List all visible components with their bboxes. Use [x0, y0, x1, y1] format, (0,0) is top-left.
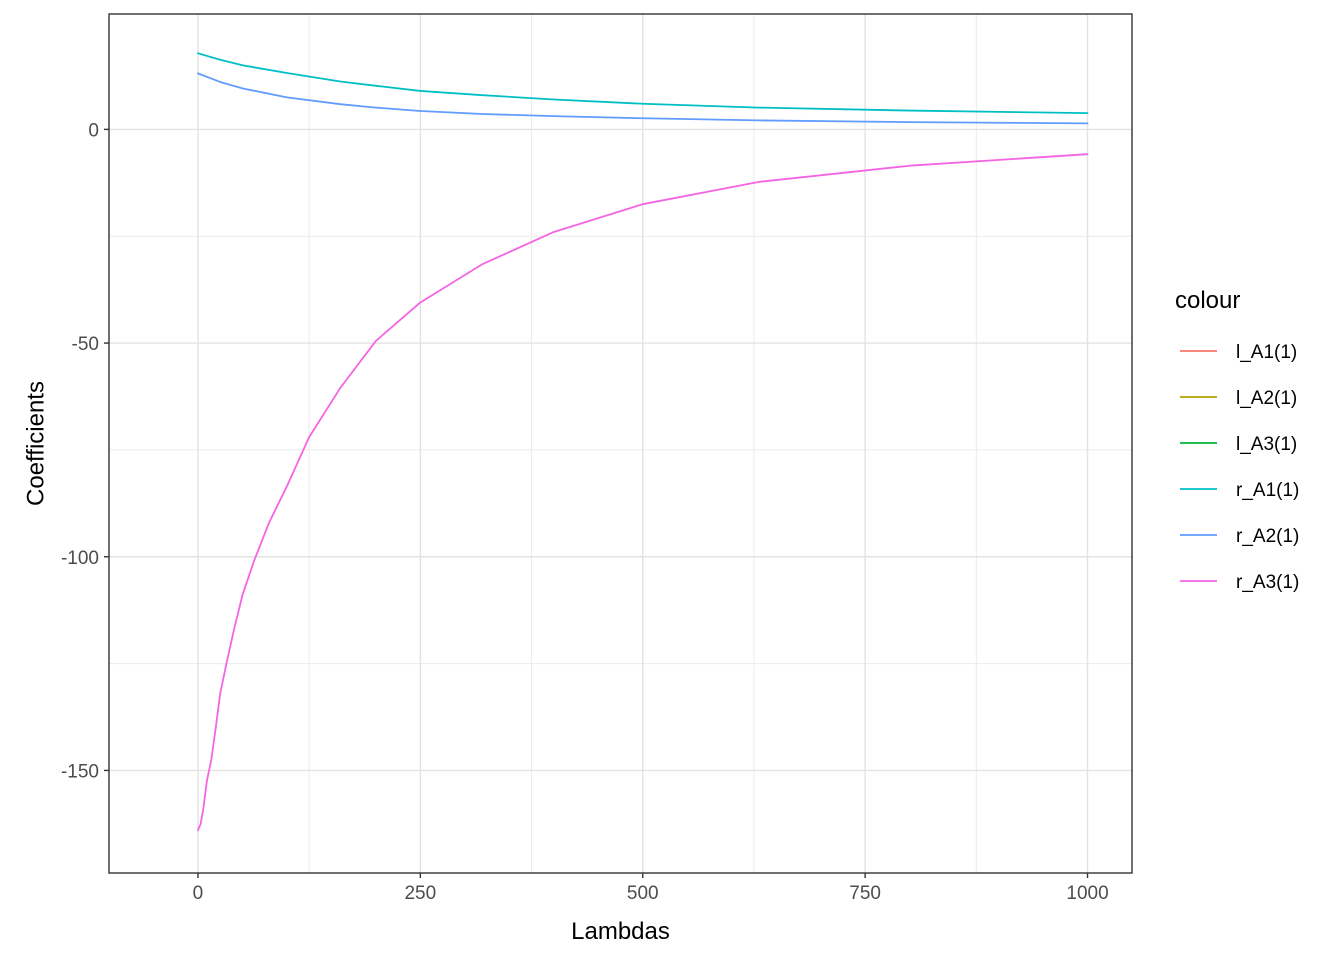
y-tick-label: -50 — [72, 334, 99, 355]
legend-title: colour — [1175, 287, 1240, 314]
series-line-r_A1(1) — [197, 52, 1089, 115]
y-tick-label: 0 — [88, 120, 99, 141]
y-tick-label: -150 — [61, 761, 99, 782]
x-tick-label: 750 — [849, 883, 881, 904]
y-tick-label: -100 — [61, 548, 99, 569]
series-line-r_A2(1) — [197, 72, 1089, 125]
x-tick-label: 250 — [404, 883, 436, 904]
legend: colour l_A1(1) l_A2(1) l_A3(1) r_A1(1) r_A2(… — [1175, 287, 1299, 593]
legend-label: l_A1(1) — [1236, 342, 1297, 363]
x-axis: 0 250 500 750 1000 — [193, 873, 1109, 904]
legend-label: r_A1(1) — [1236, 480, 1299, 501]
legend-label: l_A2(1) — [1236, 388, 1297, 409]
legend-label: r_A2(1) — [1236, 526, 1299, 547]
legend-label: r_A3(1) — [1236, 572, 1299, 593]
x-tick-label: 1000 — [1066, 883, 1108, 904]
y-axis: 0 -50 -100 -150 — [61, 120, 109, 782]
grid-minor — [109, 14, 1132, 873]
series-layer — [197, 52, 1089, 832]
y-axis-title: Coefficients — [22, 381, 49, 506]
grid-major — [109, 14, 1132, 873]
series-line-r_A3(1) — [197, 153, 1089, 832]
plot-border — [108, 13, 1133, 874]
x-axis-title: Lambdas — [571, 918, 670, 945]
x-tick-label: 0 — [193, 883, 204, 904]
x-tick-label: 500 — [627, 883, 659, 904]
legend-label: l_A3(1) — [1236, 434, 1297, 455]
